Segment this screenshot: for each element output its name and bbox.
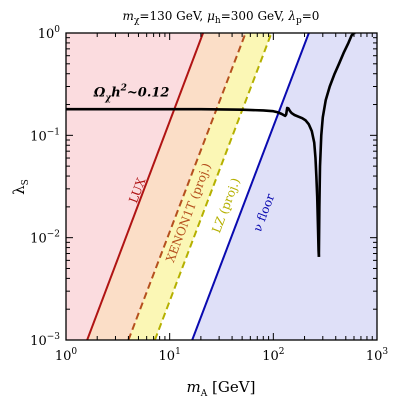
x-tick-label: 101 — [159, 347, 181, 364]
series-line-0-0 — [66, 106, 321, 257]
x-tick-label: 100 — [55, 347, 78, 364]
boundary-line-4 — [191, 33, 310, 340]
axis-ticks — [65, 32, 378, 341]
y-tick-label: 10−1 — [30, 127, 60, 144]
y-axis-label: λS — [10, 179, 31, 195]
boundary-line-1 — [86, 33, 205, 340]
plot-frame — [65, 32, 378, 341]
x-tick-label: 103 — [366, 347, 389, 364]
region-band-4 — [192, 33, 377, 340]
axis-tick-labels: 100 101 102 103 10−3 10−2 10−1 100 — [30, 25, 388, 364]
chart-title: mχ=130 GeV, μh=300 GeV, λp=0 — [123, 9, 320, 26]
y-tick-label: 10−2 — [30, 230, 60, 247]
annotations: Ωχh2~0.12 — [93, 83, 170, 103]
series-line-0-1 — [317, 33, 356, 257]
exclusion-boundaries — [86, 33, 310, 340]
x-axis-label: mA [GeV] — [187, 378, 256, 399]
y-tick-label: 10−3 — [30, 332, 60, 349]
series-layer — [66, 33, 356, 257]
relic-density-annotation: Ωχh2~0.12 — [93, 83, 170, 103]
x-tick-label: 102 — [262, 347, 284, 364]
y-tick-label: 100 — [38, 25, 61, 42]
exclusion-regions — [66, 33, 377, 340]
